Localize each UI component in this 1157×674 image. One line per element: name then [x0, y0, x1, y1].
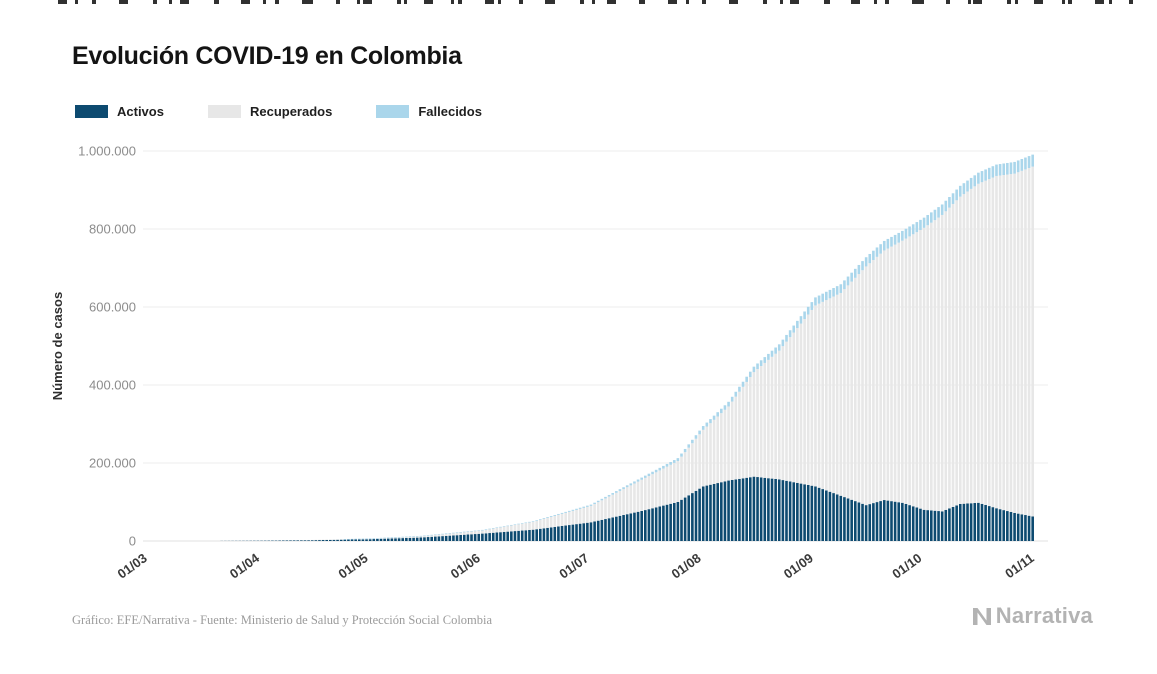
legend-item-fallecidos: Fallecidos	[376, 104, 482, 119]
svg-text:600.000: 600.000	[89, 300, 136, 315]
legend-item-activos: Activos	[75, 104, 164, 119]
svg-text:01/06: 01/06	[448, 550, 483, 581]
narrativa-logo-text: Narrativa	[995, 603, 1093, 628]
svg-text:400.000: 400.000	[89, 378, 136, 393]
source-credit: Gráfico: EFE/Narrativa - Fuente: Ministe…	[72, 613, 493, 627]
legend-label-activos: Activos	[117, 104, 164, 119]
svg-text:800.000: 800.000	[89, 222, 136, 237]
svg-text:01/08: 01/08	[669, 550, 704, 581]
legend-label-recuperados: Recuperados	[249, 104, 333, 119]
legend-swatch-activos	[75, 105, 108, 118]
svg-text:01/07: 01/07	[556, 550, 591, 581]
svg-text:01/09: 01/09	[781, 550, 816, 581]
svg-text:01/11: 01/11	[1002, 550, 1037, 581]
legend-label-fallecidos: Fallecidos	[418, 104, 482, 119]
legend-swatch-fallecidos	[376, 105, 410, 118]
svg-text:01/05: 01/05	[335, 550, 370, 581]
svg-text:1.000.000: 1.000.000	[78, 144, 136, 159]
svg-text:200.000: 200.000	[89, 456, 136, 471]
svg-text:01/04: 01/04	[227, 550, 263, 582]
svg-text:01/03: 01/03	[115, 550, 150, 581]
narrativa-logo: Narrativa	[969, 603, 1093, 629]
chart-title: Evolución COVID-19 en Colombia	[72, 42, 462, 70]
narrativa-logo-icon	[972, 608, 991, 625]
legend: Activos Recuperados Fallecidos	[75, 104, 482, 119]
svg-text:01/10: 01/10	[889, 550, 924, 581]
legend-item-recuperados: Recuperados	[207, 104, 333, 119]
svg-text:Número de casos: Número de casos	[50, 292, 65, 400]
top-edge-marks	[58, 0, 1153, 4]
svg-text:0: 0	[129, 534, 136, 549]
legend-swatch-recuperados	[207, 105, 241, 118]
